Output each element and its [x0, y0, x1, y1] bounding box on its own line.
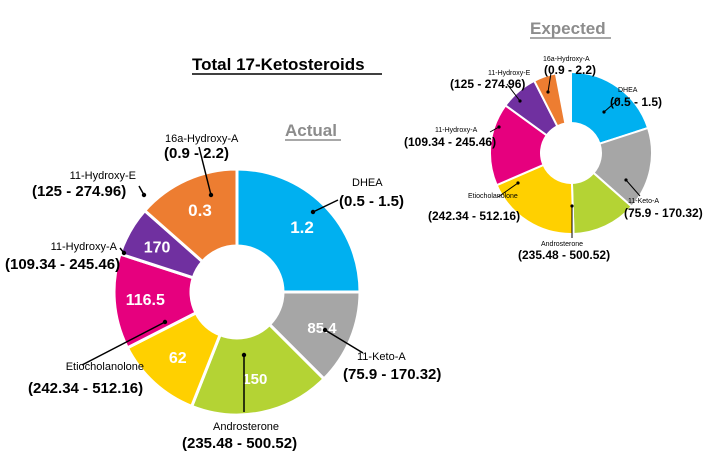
actual-range-label-etiocholanolone: (242.34 - 512.16) [28, 380, 143, 397]
expected-leader-line-dhea [603, 97, 621, 113]
actual-chart-title: Actual [285, 121, 337, 140]
expected-leader-line-11-hydroxy-e [506, 83, 521, 102]
actual-category-label-androsterone: Androsterone [213, 421, 279, 433]
actual-value-label-etiocholanolone: 62 [169, 350, 187, 367]
expected-range-label-16a-hydroxy-a: (0.9 - 2.2) [544, 63, 596, 77]
expected-leader-dot-11-keto-a [624, 178, 628, 182]
actual-value-label-11-hydroxy-a: 116.5 [126, 292, 165, 309]
expected-leader-dot-etiocholanolone [516, 181, 520, 185]
expected-leader-dot-16a-hydroxy-a [546, 90, 550, 94]
expected-category-label-dhea: DHEA [618, 87, 638, 94]
expected-category-label-11-keto-a: 11-Keto-A [628, 198, 659, 205]
expected-leader-dot-androsterone [570, 204, 574, 208]
expected-range-label-etiocholanolone: (242.34 - 512.16) [428, 209, 520, 223]
actual-range-label-androsterone: (235.48 - 500.52) [182, 435, 297, 452]
expected-category-label-16a-hydroxy-a: 16a-Hydroxy-A [543, 56, 590, 63]
actual-leader-dot-11-hydroxy-e [141, 192, 147, 198]
expected-leader-line-etiocholanolone [497, 182, 519, 198]
actual-leader-dot-etiocholanolone [162, 319, 168, 325]
expected-leader-line-16a-hydroxy-a [547, 72, 552, 93]
actual-range-label-11-hydroxy-a: (109.34 - 245.46) [5, 256, 120, 273]
expected-range-label-androsterone: (235.48 - 500.52) [518, 248, 610, 262]
actual-value-label-11-hydroxy-e: 170 [144, 239, 171, 256]
actual-category-label-dhea: DHEA [352, 177, 383, 189]
chart-title: Total 17-Ketosteroids [192, 55, 365, 74]
actual-leader-dot-11-keto-a [322, 327, 328, 333]
actual-category-label-etiocholanolone: Etiocholanolone [66, 361, 144, 373]
expected-leader-dot-11-hydroxy-a [497, 125, 501, 129]
actual-value-label-dhea: 1.2 [290, 218, 314, 237]
expected-range-label-dhea: (0.5 - 1.5) [610, 95, 662, 109]
actual-leader-line-etiocholanolone [81, 321, 166, 366]
expected-leader-line-11-hydroxy-a [489, 126, 500, 133]
actual-leader-dot-11-hydroxy-a [121, 250, 127, 256]
actual-slice-16a-hydroxy-a [142, 167, 239, 264]
actual-category-label-16a-hydroxy-a: 16a-Hydroxy-A [165, 133, 239, 145]
actual-range-label-16a-hydroxy-a: (0.9 - 2.2) [164, 145, 229, 162]
actual-slice-androsterone [189, 322, 327, 417]
actual-category-label-11-hydroxy-a: 11-Hydroxy-A [51, 241, 118, 253]
actual-range-label-11-keto-a: (75.9 - 170.32) [343, 366, 441, 383]
expected-category-label-etiocholanolone: Etiocholanolone [468, 193, 518, 200]
actual-leader-line-dhea [312, 199, 339, 213]
expected-category-label-11-hydroxy-e: 11-Hydroxy-E [488, 70, 531, 77]
actual-slice-dhea [235, 167, 362, 294]
expected-range-label-11-hydroxy-a: (109.34 - 245.46) [404, 135, 496, 149]
expected-range-label-11-hydroxy-e: (125 - 274.96) [450, 77, 525, 91]
expected-donut-chart: DHEA(0.5 - 1.5) 11-Keto-A(75.9 - 170.32) A… [404, 56, 703, 262]
actual-leader-dot-16a-hydroxy-a [208, 192, 214, 198]
actual-leader-dot-dhea [310, 209, 316, 215]
actual-value-label-androsterone: 150 [242, 371, 267, 388]
expected-leader-line-11-keto-a [625, 179, 641, 197]
expected-category-label-androsterone: Androsterone [541, 241, 583, 248]
expected-leader-dot-dhea [602, 110, 606, 114]
actual-leader-dot-androsterone [241, 352, 247, 358]
actual-category-label-11-hydroxy-e: 11-Hydroxy-E [70, 170, 136, 182]
expected-category-label-11-hydroxy-a: 11-Hydroxy-A [435, 127, 478, 134]
expected-leader-dot-11-hydroxy-e [518, 99, 522, 103]
actual-leader-line-16a-hydroxy-a [198, 146, 212, 196]
actual-category-label-11-keto-a: 11-Keto-A [357, 351, 406, 363]
expected-slice-etiocholanolone [495, 163, 575, 235]
actual-value-label-16a-hydroxy-a: 0.3 [188, 201, 212, 220]
expected-range-label-11-keto-a: (75.9 - 170.32) [624, 206, 703, 220]
actual-range-label-dhea: (0.5 - 1.5) [339, 193, 404, 210]
expected-slice-dhea [570, 70, 650, 145]
expected-chart-title: Expected [530, 19, 606, 38]
actual-range-label-11-hydroxy-e: (125 - 274.96) [32, 183, 126, 200]
actual-leader-line-11-keto-a [324, 329, 364, 354]
expected-slice-11-keto-a [592, 126, 653, 208]
expected-slice-16a-hydroxy-a [532, 72, 567, 128]
